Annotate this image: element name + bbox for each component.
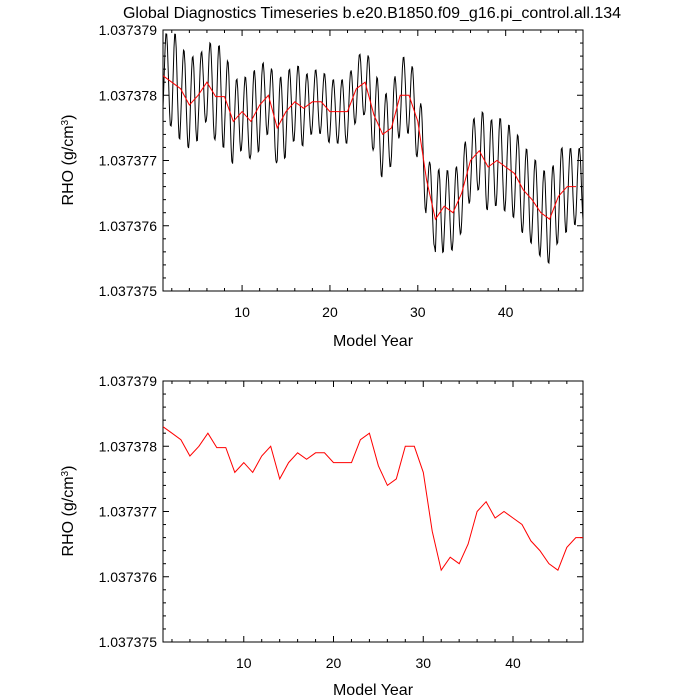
x-tick-labels-bottom: 10 20 30 40	[236, 655, 521, 671]
plot-frame-top	[162, 29, 584, 292]
y-tick-label: 1.037379	[99, 373, 158, 389]
x-tick-label: 30	[410, 304, 426, 320]
x-tick-label: 40	[505, 655, 521, 671]
y-axis-label-main-top: RHO (g/cm	[60, 125, 77, 205]
chart-title: Global Diagnostics Timeseries b.e20.B185…	[123, 5, 621, 22]
y-tick-label: 1.037377	[99, 153, 158, 169]
y-tick-label: 1.037378	[99, 438, 158, 454]
y-axis-label-main-bottom: RHO (g/cm	[60, 476, 77, 556]
monthly-line	[163, 33, 583, 265]
y-axis-label-top: RHO (g/cm3)	[60, 115, 78, 206]
top-panel: 1.037375 1.037376 1.037377 1.037378 1.037379…	[60, 22, 584, 350]
x-tick-label: 20	[326, 655, 342, 671]
ticks-top	[163, 29, 583, 292]
y-tick-label: 1.037375	[99, 634, 158, 650]
x-tick-label: 10	[234, 304, 250, 320]
y-tick-label: 1.037376	[99, 218, 158, 234]
y-tick-labels-top: 1.037375 1.037376 1.037377 1.037378 1.037379	[99, 22, 158, 299]
y-axis-label-close-top: )	[60, 115, 77, 120]
series-bottom	[163, 426, 583, 572]
x-axis-label-top: Model Year	[333, 333, 414, 350]
ticks-bottom	[163, 380, 583, 643]
plot-frame-bottom	[162, 380, 584, 643]
y-tick-label: 1.037378	[99, 87, 158, 103]
series-top	[163, 33, 583, 265]
bottom-panel: 1.037375 1.037376 1.037377 1.037378 1.037379…	[60, 373, 584, 699]
annual-mean-line	[163, 75, 576, 221]
y-axis-label-close-bottom: )	[60, 466, 77, 471]
y-axis-label-sup-top: 3	[60, 119, 71, 125]
x-tick-label: 30	[415, 655, 431, 671]
x-tick-labels-top: 10 20 30 40	[234, 304, 513, 320]
y-axis-label-sup-bottom: 3	[60, 470, 71, 476]
y-tick-label: 1.037376	[99, 569, 158, 585]
y-tick-labels-bottom: 1.037375 1.037376 1.037377 1.037378 1.037379	[99, 373, 158, 650]
y-tick-label: 1.037379	[99, 22, 158, 38]
annual-mean-line	[163, 426, 583, 572]
y-tick-label: 1.037375	[99, 283, 158, 299]
y-axis-label-bottom: RHO (g/cm3)	[60, 466, 78, 557]
x-tick-label: 40	[498, 304, 514, 320]
x-tick-label: 20	[322, 304, 338, 320]
y-tick-label: 1.037377	[99, 504, 158, 520]
x-tick-label: 10	[236, 655, 252, 671]
x-axis-label-bottom: Model Year	[333, 682, 414, 699]
